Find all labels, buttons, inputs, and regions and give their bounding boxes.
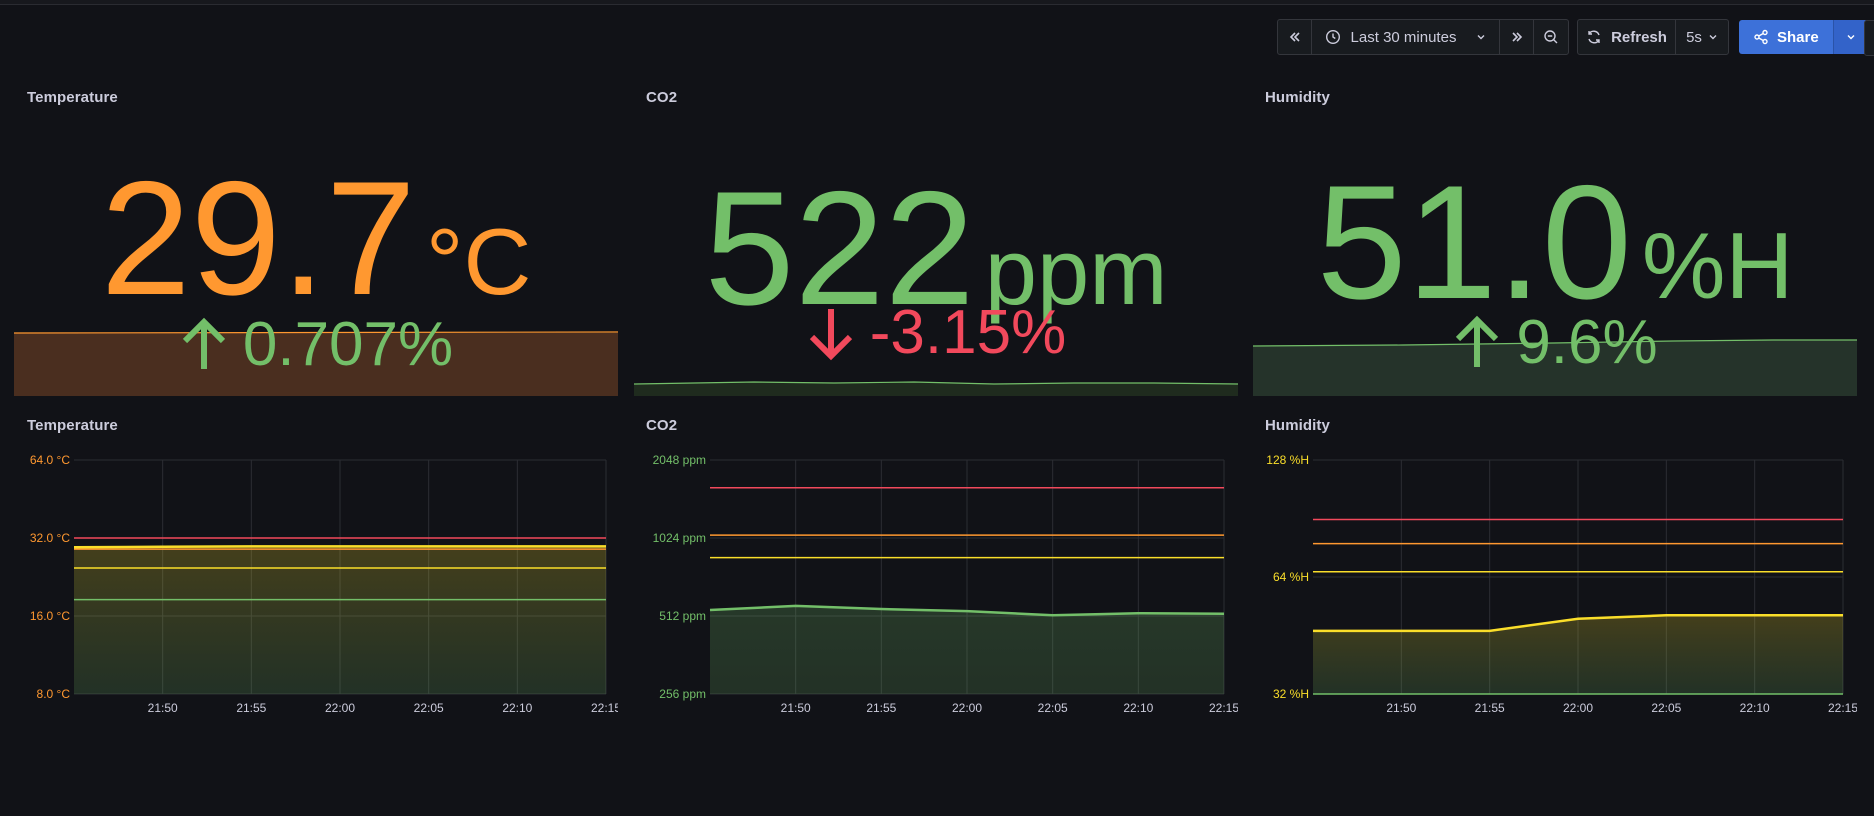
x-tick-label: 21:55	[236, 701, 266, 715]
share-button-group: Share	[1739, 20, 1868, 54]
x-tick-label: 22:10	[1740, 701, 1770, 715]
refresh-button[interactable]: Refresh	[1578, 20, 1676, 54]
timeseries-panel-humidity[interactable]: Humidity 128 %H 64 %H 32 %H 21:50 21:55 22:00…	[1253, 408, 1857, 728]
time-picker-group: Last 30 minutes	[1277, 19, 1569, 55]
sparkline-area	[14, 331, 618, 396]
arrow-up-icon	[1456, 315, 1499, 367]
panel-title: CO2	[646, 89, 678, 106]
stat-change: -3.15%	[634, 302, 1238, 364]
x-tick-label: 21:55	[866, 701, 896, 715]
share-button[interactable]: Share	[1739, 20, 1833, 54]
stat-panel-temperature[interactable]: Temperature 29.7 °C 0.707%	[14, 80, 618, 396]
stat-unit: ppm	[984, 219, 1168, 324]
chevrons-right-icon	[1511, 32, 1522, 42]
y-tick-label: 128 %H	[1266, 453, 1309, 467]
timeseries-chart: 128 %H 64 %H 32 %H 21:50 21:55 22:00 22:05 22:1…	[1266, 453, 1857, 715]
stat-panel-humidity[interactable]: Humidity 51.0 %H 9.6%	[1253, 80, 1857, 396]
x-tick-label: 21:50	[1386, 701, 1416, 715]
time-back-button[interactable]	[1278, 20, 1312, 54]
x-tick-label: 22:05	[1651, 701, 1681, 715]
x-tick-label: 22:15	[1209, 701, 1238, 715]
panel-title: CO2	[646, 417, 678, 434]
refresh-label: Refresh	[1611, 28, 1667, 46]
series-area	[710, 605, 1224, 694]
y-tick-label: 2048 ppm	[653, 453, 706, 467]
panel-title: Humidity	[1265, 89, 1330, 106]
timeseries-chart: 2048 ppm 1024 ppm 512 ppm 256 ppm 21:50 21:55…	[653, 453, 1238, 715]
refresh-group: Refresh 5s	[1577, 19, 1729, 55]
time-forward-button[interactable]	[1500, 20, 1534, 54]
share-label: Share	[1777, 28, 1819, 46]
dashboard-toolbar: Last 30 minutes Refresh 5s Share	[1277, 19, 1868, 55]
y-tick-label: 32 %H	[1273, 687, 1309, 701]
chevrons-left-icon	[1289, 32, 1300, 42]
stat-value: 29.7 °C	[14, 158, 618, 320]
refresh-icon	[1588, 30, 1600, 44]
x-tick-label: 22:00	[1563, 701, 1593, 715]
y-tick-label: 512 ppm	[659, 609, 706, 623]
x-tick-label: 21:50	[781, 701, 811, 715]
x-tick-label: 22:15	[1828, 701, 1857, 715]
stat-change: 9.6%	[1253, 312, 1857, 374]
x-tick-label: 22:10	[1123, 701, 1153, 715]
series-line	[1313, 614, 1843, 633]
zoom-out-button[interactable]	[1534, 20, 1568, 54]
arrow-down-icon	[809, 309, 852, 361]
y-tick-label: 64 %H	[1273, 570, 1309, 584]
chevron-down-icon	[1709, 35, 1717, 40]
share-icon	[1754, 29, 1768, 45]
stat-panel-co2[interactable]: CO2 522 ppm -3.15%	[634, 80, 1238, 396]
y-tick-label: 1024 ppm	[653, 531, 706, 545]
y-tick-label: 64.0 °C	[30, 453, 70, 467]
timeseries-panel-co2[interactable]: CO2 2048 ppm 1024 ppm 512 ppm 256 ppm 21:50 2…	[634, 408, 1238, 728]
panel-title: Humidity	[1265, 417, 1330, 434]
y-tick-label: 256 ppm	[659, 687, 706, 701]
x-tick-label: 22:15	[591, 701, 618, 715]
stat-number: 29.7	[100, 148, 416, 329]
x-tick-label: 22:00	[952, 701, 982, 715]
series-line	[709, 604, 1225, 617]
chevron-down-icon	[1847, 35, 1855, 40]
sparkline-area	[634, 381, 1238, 396]
stat-unit: %H	[1641, 213, 1794, 318]
y-tick-label: 16.0 °C	[30, 609, 70, 623]
stat-value: 51.0 %H	[1253, 162, 1857, 324]
clock-icon	[1325, 29, 1340, 45]
panel-title: Temperature	[27, 89, 118, 106]
x-tick-label: 22:05	[414, 701, 444, 715]
stat-change-value: 0.707%	[242, 310, 454, 379]
arrow-up-icon	[182, 317, 225, 369]
stat-unit: °C	[425, 209, 532, 314]
panel-title: Temperature	[27, 417, 118, 434]
top-border	[0, 0, 1874, 5]
refresh-interval-picker[interactable]: 5s	[1676, 20, 1728, 54]
timeseries-panel-temperature[interactable]: Temperature 64.0 °C 32.0 °C 16.0 °C 8.0 °C 2…	[14, 408, 618, 728]
zoom-out-icon	[1544, 30, 1558, 44]
stat-number: 51.0	[1316, 152, 1632, 333]
stat-change: 0.707%	[14, 314, 618, 376]
y-tick-label: 8.0 °C	[37, 687, 71, 701]
refresh-interval-label: 5s	[1686, 28, 1702, 46]
x-tick-label: 22:00	[325, 701, 355, 715]
share-dropdown-button[interactable]	[1832, 20, 1868, 54]
x-tick-label: 22:10	[502, 701, 532, 715]
series-area	[1313, 615, 1843, 694]
x-tick-label: 21:50	[148, 701, 178, 715]
stat-value: 522 ppm	[634, 168, 1238, 330]
x-tick-label: 21:55	[1475, 701, 1505, 715]
series-line	[73, 545, 606, 549]
chevron-down-icon	[1477, 35, 1485, 40]
stat-change-value: -3.15%	[869, 298, 1067, 367]
time-range-label: Last 30 minutes	[1350, 28, 1457, 46]
series-area	[74, 546, 606, 694]
stat-number: 522	[704, 158, 975, 339]
sparkline-area	[1253, 339, 1857, 396]
time-range-picker[interactable]: Last 30 minutes	[1312, 20, 1500, 54]
stat-change-value: 9.6%	[1516, 308, 1658, 377]
y-tick-label: 32.0 °C	[30, 531, 70, 545]
x-tick-label: 22:05	[1038, 701, 1068, 715]
edit-button[interactable]	[1864, 20, 1874, 56]
timeseries-chart: 64.0 °C 32.0 °C 16.0 °C 8.0 °C 21:50 21:55 22:…	[30, 453, 618, 715]
